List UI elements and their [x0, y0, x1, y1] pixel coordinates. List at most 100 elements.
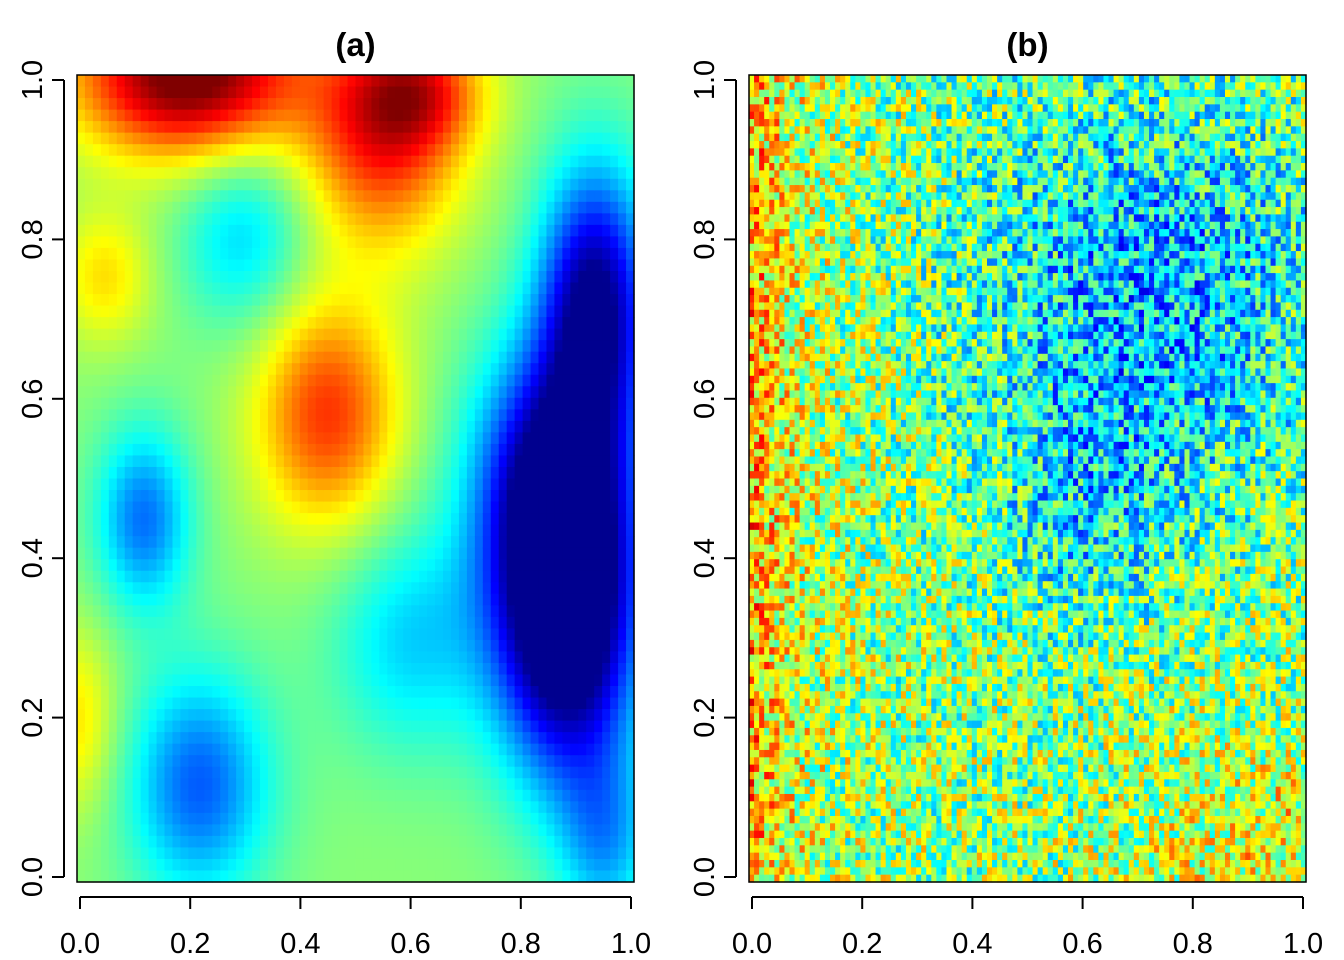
heatmap-cell — [180, 651, 189, 664]
heatmap-cell — [586, 593, 595, 606]
heatmap-cell — [514, 478, 524, 491]
heatmap-cell — [610, 835, 619, 849]
heatmap-cell — [331, 443, 341, 457]
heatmap-cell — [506, 674, 516, 687]
heatmap-cell — [570, 628, 579, 641]
heatmap-cell — [749, 412, 755, 421]
heatmap-cell — [450, 317, 460, 330]
heatmap-cell — [92, 98, 102, 111]
heatmap-cell — [618, 605, 627, 618]
heatmap-cell — [220, 201, 229, 214]
heatmap-cell — [530, 732, 540, 745]
heatmap-cell — [260, 132, 269, 145]
heatmap-cell — [260, 490, 269, 503]
heatmap-cell — [124, 132, 134, 145]
heatmap-cell — [387, 766, 396, 779]
heatmap-cell — [626, 709, 635, 722]
heatmap-cell — [124, 593, 134, 606]
heatmap-cell — [291, 835, 301, 849]
heatmap-cell — [458, 363, 468, 376]
heatmap-cell — [124, 409, 134, 422]
heatmap-cell — [522, 213, 532, 226]
heatmap-cell — [299, 466, 309, 480]
heatmap-cell — [275, 121, 285, 134]
heatmap-cell — [570, 386, 579, 399]
heatmap-cell — [92, 420, 102, 433]
heatmap-cell — [546, 847, 556, 860]
heatmap-cell — [522, 720, 532, 733]
heatmap-cell — [156, 443, 166, 457]
heatmap-cell — [506, 236, 516, 249]
heatmap-cell — [323, 236, 333, 249]
heatmap-cell — [172, 858, 182, 872]
heatmap-cell — [594, 870, 603, 883]
heatmap-cell — [562, 201, 571, 214]
heatmap-cell — [562, 847, 571, 860]
heatmap-cell — [562, 109, 571, 122]
heatmap-cell — [594, 605, 603, 618]
heatmap-cell — [363, 455, 373, 468]
heatmap-cell — [77, 651, 86, 664]
heatmap-cell — [443, 732, 452, 745]
heatmap-cell — [371, 835, 380, 849]
heatmap-cell — [132, 75, 142, 88]
heatmap-cell — [347, 432, 357, 445]
heatmap-cell — [363, 674, 373, 687]
heatmap-cell — [546, 743, 556, 756]
heatmap-cell — [626, 674, 635, 687]
heatmap-cell — [530, 536, 540, 549]
heatmap-cell — [626, 328, 635, 341]
heatmap-cell — [379, 121, 388, 134]
heatmap-cell — [220, 720, 229, 733]
heatmap-cell — [450, 305, 460, 318]
heatmap-cell — [220, 628, 229, 641]
heatmap-cell — [387, 236, 396, 249]
heatmap-cell — [220, 812, 229, 825]
heatmap-cell — [411, 86, 420, 99]
heatmap-cell — [252, 743, 261, 756]
heatmap-cell — [530, 686, 540, 699]
heatmap-cell — [260, 870, 269, 883]
heatmap-cell — [164, 778, 174, 791]
heatmap-cell — [244, 778, 253, 791]
heatmap-cell — [299, 559, 309, 572]
heatmap-cell — [84, 858, 94, 872]
heatmap-cell — [220, 466, 229, 480]
heatmap-cell — [387, 720, 396, 733]
heatmap-cell — [124, 801, 134, 814]
heatmap-cell — [323, 259, 333, 272]
heatmap-cell — [315, 397, 325, 410]
heatmap-cell — [148, 570, 158, 583]
heatmap-cell — [594, 282, 603, 295]
heatmap-cell — [244, 443, 253, 457]
heatmap-cell — [244, 651, 253, 664]
heatmap-cell — [347, 247, 357, 261]
heatmap-cell — [578, 109, 587, 122]
heatmap-cell — [490, 201, 500, 214]
heatmap-cell — [594, 224, 603, 237]
heatmap-cell — [474, 662, 484, 676]
heatmap-cell — [116, 213, 126, 226]
heatmap-cell — [602, 686, 611, 699]
heatmap-cell — [514, 501, 524, 514]
heatmap-cell — [196, 478, 205, 491]
heatmap-cell — [244, 847, 253, 860]
heatmap-cell — [236, 121, 245, 134]
heatmap-cell — [220, 847, 229, 860]
heatmap-cell — [443, 709, 452, 722]
heatmap-cell — [188, 386, 197, 399]
heatmap-cell — [323, 570, 333, 583]
heatmap-cell — [578, 628, 587, 641]
heatmap-cell — [443, 340, 452, 353]
heatmap-cell — [435, 443, 444, 457]
heatmap-cell — [474, 224, 484, 237]
heatmap-cell — [116, 294, 126, 307]
heatmap-cell — [77, 236, 86, 249]
heatmap-cell — [260, 789, 269, 802]
heatmap-cell — [172, 86, 182, 99]
heatmap-cell — [164, 812, 174, 825]
heatmap-cell — [514, 766, 524, 779]
heatmap-cell — [602, 582, 611, 595]
heatmap-cell — [116, 443, 126, 457]
heatmap-cell — [116, 709, 126, 722]
